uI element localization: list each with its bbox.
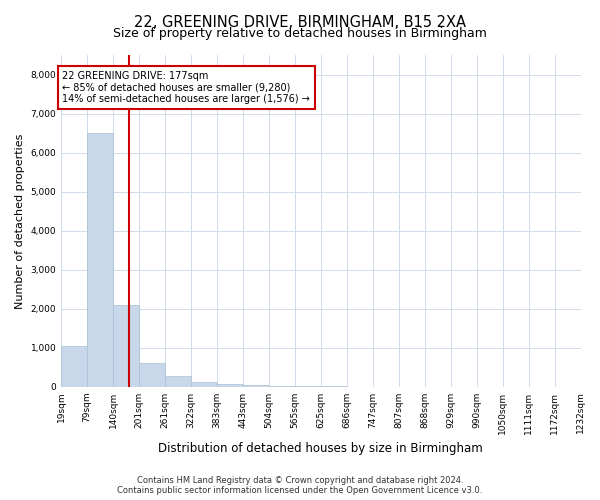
Bar (87, 133, 113, 386)
X-axis label: Distribution of detached houses by size in Birmingham: Distribution of detached houses by size … (158, 442, 483, 455)
Text: Size of property relative to detached houses in Birmingham: Size of property relative to detached ho… (113, 28, 487, 40)
Bar (165, 376, 191, 386)
Bar (113, 304, 139, 386)
Y-axis label: Number of detached properties: Number of detached properties (15, 133, 25, 308)
Bar (242, 385, 269, 386)
Text: 22, GREENING DRIVE, BIRMINGHAM, B15 2XA: 22, GREENING DRIVE, BIRMINGHAM, B15 2XA (134, 15, 466, 30)
Bar (61, 346, 87, 387)
Bar (191, 382, 217, 386)
Text: Contains HM Land Registry data © Crown copyright and database right 2024.
Contai: Contains HM Land Registry data © Crown c… (118, 476, 482, 495)
Text: 22 GREENING DRIVE: 177sqm
← 85% of detached houses are smaller (9,280)
14% of se: 22 GREENING DRIVE: 177sqm ← 85% of detac… (62, 70, 310, 104)
Bar (139, 364, 165, 386)
Bar (217, 384, 242, 386)
